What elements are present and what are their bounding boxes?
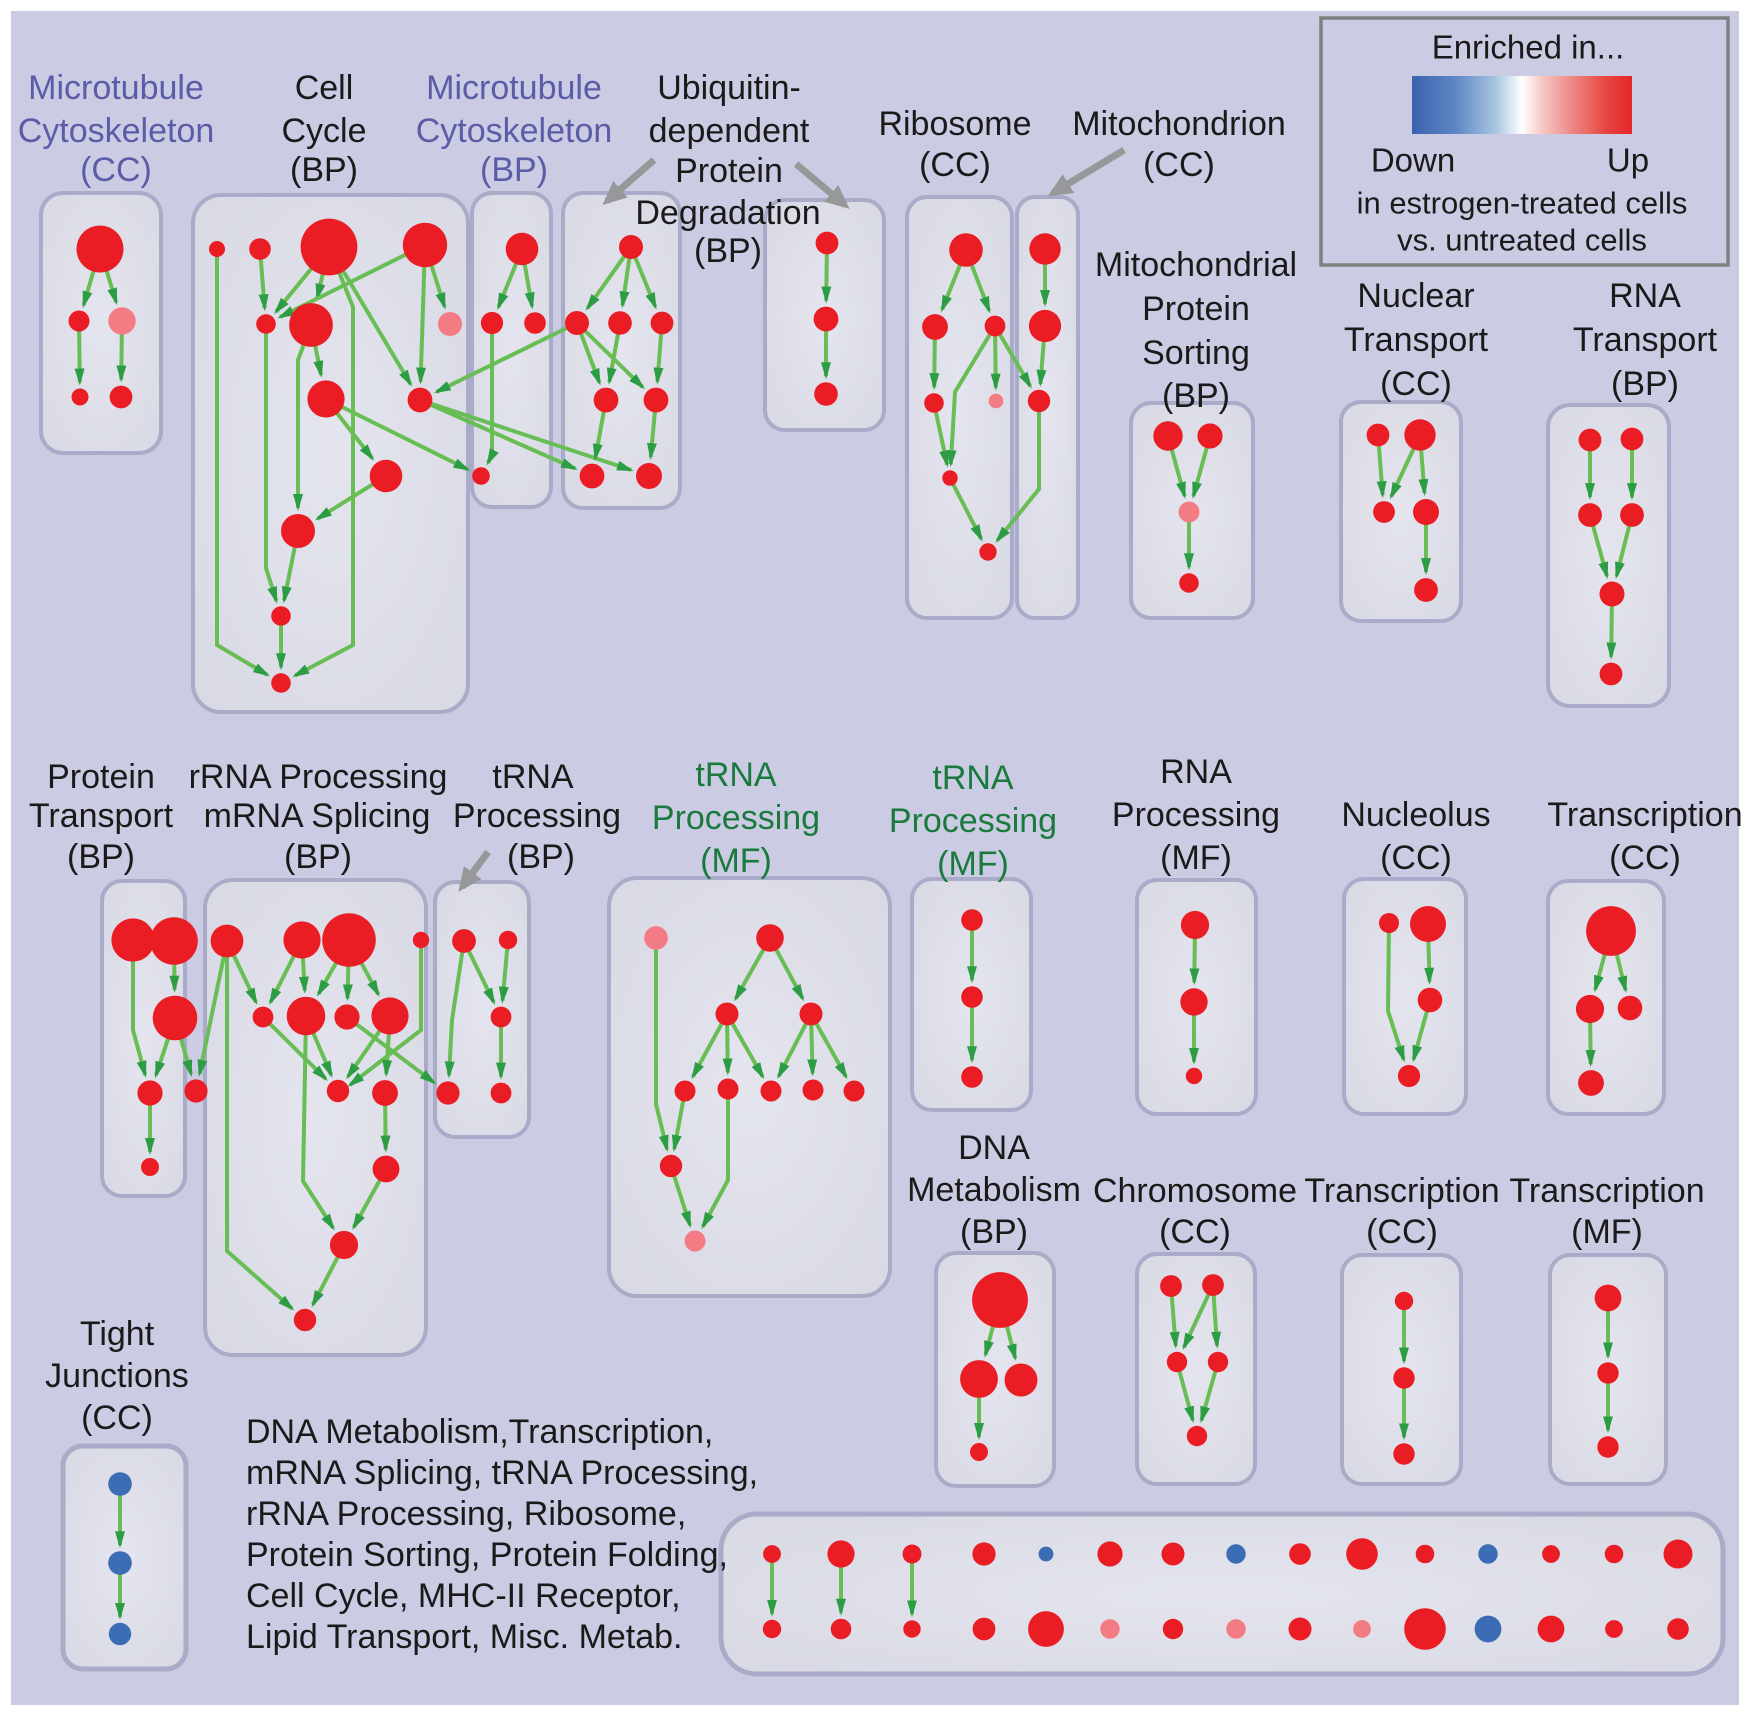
svg-text:(BP): (BP) bbox=[290, 151, 358, 189]
svg-text:rRNA Processing, Ribosome,: rRNA Processing, Ribosome, bbox=[246, 1495, 686, 1533]
svg-text:Cell: Cell bbox=[295, 69, 354, 107]
svg-text:mRNA Splicing, tRNA Processing: mRNA Splicing, tRNA Processing, bbox=[246, 1454, 758, 1492]
svg-text:RNA: RNA bbox=[1609, 277, 1681, 315]
svg-text:tRNA: tRNA bbox=[932, 759, 1014, 797]
svg-text:Cytoskeleton: Cytoskeleton bbox=[416, 112, 613, 150]
svg-text:Tight: Tight bbox=[80, 1315, 155, 1353]
svg-text:Down: Down bbox=[1371, 142, 1455, 179]
svg-text:Ribosome: Ribosome bbox=[878, 105, 1031, 143]
svg-text:Processing: Processing bbox=[652, 799, 820, 837]
svg-text:Protein: Protein bbox=[675, 152, 783, 190]
svg-text:Processing: Processing bbox=[889, 802, 1057, 840]
svg-text:Protein Sorting, Protein Foldi: Protein Sorting, Protein Folding, bbox=[246, 1536, 728, 1574]
svg-text:Protein: Protein bbox=[47, 758, 155, 796]
svg-text:Mitochondrion: Mitochondrion bbox=[1072, 105, 1286, 143]
svg-text:Up: Up bbox=[1607, 142, 1649, 179]
svg-text:(CC): (CC) bbox=[1380, 365, 1452, 403]
svg-text:mRNA Splicing: mRNA Splicing bbox=[204, 797, 431, 835]
svg-text:RNA: RNA bbox=[1160, 753, 1232, 791]
svg-text:Transcription: Transcription bbox=[1547, 796, 1742, 834]
svg-text:Junctions: Junctions bbox=[45, 1357, 189, 1395]
svg-text:Nuclear: Nuclear bbox=[1357, 277, 1474, 315]
svg-text:(BP): (BP) bbox=[480, 151, 548, 189]
svg-text:(MF): (MF) bbox=[937, 845, 1009, 883]
svg-text:Transcription: Transcription bbox=[1509, 1172, 1704, 1210]
svg-text:rRNA Processing: rRNA Processing bbox=[189, 758, 448, 796]
svg-text:Mitochondrial: Mitochondrial bbox=[1095, 246, 1297, 284]
svg-text:(CC): (CC) bbox=[81, 1399, 153, 1437]
svg-text:DNA Metabolism,Transcription,: DNA Metabolism,Transcription, bbox=[246, 1413, 713, 1451]
svg-text:vs. untreated cells: vs. untreated cells bbox=[1397, 223, 1647, 258]
svg-text:(BP): (BP) bbox=[1611, 365, 1679, 403]
svg-text:(CC): (CC) bbox=[80, 151, 152, 189]
svg-text:Enriched in...: Enriched in... bbox=[1432, 29, 1625, 66]
svg-text:Cycle: Cycle bbox=[281, 112, 366, 150]
svg-text:(BP): (BP) bbox=[960, 1213, 1028, 1251]
svg-text:(CC): (CC) bbox=[1380, 839, 1452, 877]
svg-text:Transport: Transport bbox=[1344, 321, 1489, 359]
svg-text:(CC): (CC) bbox=[1159, 1213, 1231, 1251]
svg-text:Cytoskeleton: Cytoskeleton bbox=[18, 112, 215, 150]
svg-text:tRNA: tRNA bbox=[492, 758, 574, 796]
svg-text:(MF): (MF) bbox=[700, 842, 772, 880]
svg-text:Microtubule: Microtubule bbox=[426, 69, 602, 107]
svg-text:(MF): (MF) bbox=[1571, 1213, 1643, 1251]
svg-text:Processing: Processing bbox=[1112, 796, 1280, 834]
svg-text:Transport: Transport bbox=[29, 797, 174, 835]
svg-text:Metabolism: Metabolism bbox=[907, 1171, 1081, 1209]
svg-text:(CC): (CC) bbox=[1609, 839, 1681, 877]
svg-text:Sorting: Sorting bbox=[1142, 334, 1250, 372]
svg-text:Protein: Protein bbox=[1142, 290, 1250, 328]
svg-text:tRNA: tRNA bbox=[695, 756, 777, 794]
svg-text:in estrogen-treated cells: in estrogen-treated cells bbox=[1357, 186, 1688, 221]
svg-text:(CC): (CC) bbox=[1143, 146, 1215, 184]
svg-text:(BP): (BP) bbox=[284, 838, 352, 876]
svg-text:DNA: DNA bbox=[958, 1129, 1030, 1167]
svg-text:Lipid Transport, Misc. Metab.: Lipid Transport, Misc. Metab. bbox=[246, 1618, 683, 1656]
svg-text:Microtubule: Microtubule bbox=[28, 69, 204, 107]
svg-text:dependent: dependent bbox=[649, 112, 810, 150]
svg-text:(BP): (BP) bbox=[67, 838, 135, 876]
svg-text:(BP): (BP) bbox=[694, 232, 762, 270]
svg-text:(CC): (CC) bbox=[1366, 1213, 1438, 1251]
svg-text:Transport: Transport bbox=[1573, 321, 1718, 359]
svg-text:(MF): (MF) bbox=[1160, 839, 1232, 877]
svg-text:Nucleolus: Nucleolus bbox=[1341, 796, 1490, 834]
svg-text:Transcription: Transcription bbox=[1304, 1172, 1499, 1210]
svg-text:Chromosome: Chromosome bbox=[1093, 1172, 1297, 1210]
svg-text:(BP): (BP) bbox=[507, 838, 575, 876]
svg-text:Degradation: Degradation bbox=[635, 194, 820, 232]
svg-text:Cell Cycle, MHC-II Receptor,: Cell Cycle, MHC-II Receptor, bbox=[246, 1577, 681, 1615]
svg-text:Ubiquitin-: Ubiquitin- bbox=[657, 69, 801, 107]
svg-text:(CC): (CC) bbox=[919, 146, 991, 184]
svg-text:Processing: Processing bbox=[453, 797, 621, 835]
svg-text:(BP): (BP) bbox=[1162, 377, 1230, 415]
